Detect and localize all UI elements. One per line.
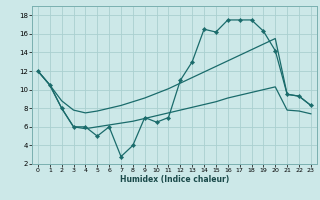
X-axis label: Humidex (Indice chaleur): Humidex (Indice chaleur) [120, 175, 229, 184]
